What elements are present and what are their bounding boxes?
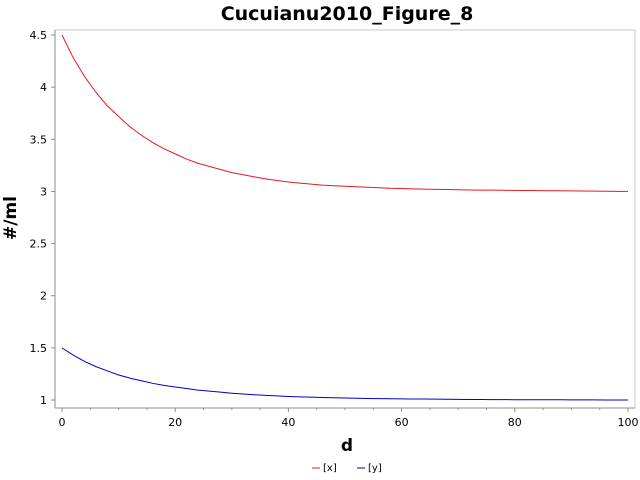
chart-title: Cucuianu2010_Figure_8 <box>221 3 474 25</box>
y-tick-label: 4 <box>40 81 47 94</box>
y-tick-label: 3 <box>40 185 47 198</box>
legend-label: [y] <box>368 463 382 474</box>
x-tick-label: 60 <box>395 416 409 429</box>
y-axis-label: #/ml <box>1 196 21 240</box>
x-tick-label: 40 <box>281 416 295 429</box>
legend-label: [x] <box>323 463 337 474</box>
series-layer <box>61 34 629 401</box>
y-tick-label: 1.5 <box>30 342 48 355</box>
y-tick-label: 1 <box>40 394 47 407</box>
y-tick-label: 2.5 <box>30 238 48 251</box>
series-line-2 <box>61 347 628 401</box>
y-tick-label: 4.5 <box>30 29 48 42</box>
plot-area <box>54 29 636 409</box>
x-tick-label: 20 <box>168 416 182 429</box>
x-tick-label: 0 <box>59 416 66 429</box>
y-axis-ticks: 1 1.5 2 2.5 3 3.5 4 4.5 <box>30 29 55 407</box>
y-tick-label: 2 <box>40 290 47 303</box>
y-tick-label: 3.5 <box>30 133 48 146</box>
x-tick-label: 80 <box>508 416 522 429</box>
x-tick-label: 100 <box>618 416 639 429</box>
x-axis-ticks: 0 20 40 60 80 100 <box>59 408 639 429</box>
legend: [x] [y] <box>312 463 382 474</box>
series-line-1 <box>61 34 629 192</box>
x-axis-label: d <box>341 436 353 456</box>
